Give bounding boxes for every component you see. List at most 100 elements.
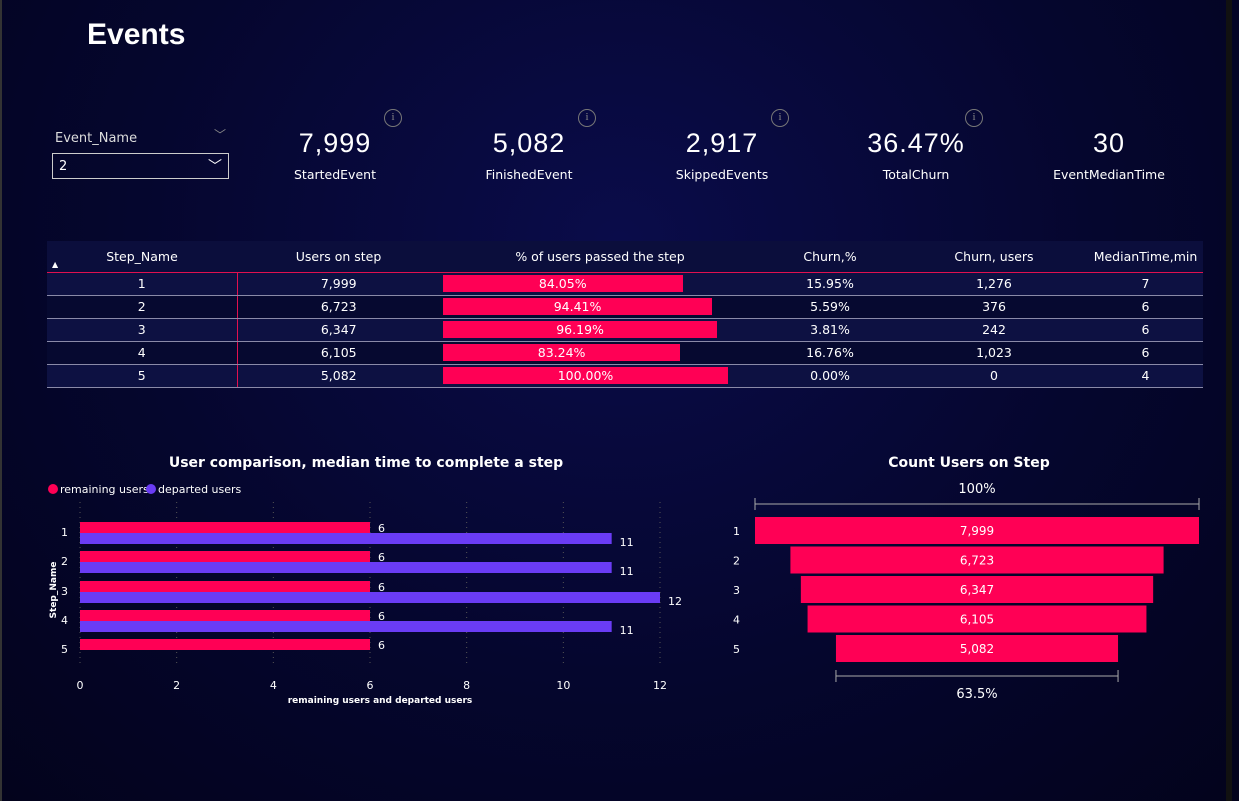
- column-header[interactable]: % of users passed the step: [440, 241, 760, 273]
- table-cell: 0: [900, 364, 1088, 388]
- percent-bar: 94.41%: [443, 298, 713, 315]
- chevron-down-icon[interactable]: ﹀: [214, 128, 227, 142]
- percent-bar: 84.05%: [443, 275, 683, 292]
- data-label: 12: [668, 595, 682, 608]
- funnel-bar: [835, 635, 1119, 662]
- kpi-label: FinishedEvent: [485, 167, 573, 182]
- table-cell: 15.95%: [760, 272, 900, 296]
- table-row[interactable]: 2 6,723 94.41% 5.59% 376 6: [47, 295, 1203, 319]
- funnel-value: 6,723: [960, 554, 994, 568]
- dropdown-value: 2: [59, 159, 68, 174]
- table-cell: 6: [1088, 295, 1203, 319]
- y-tick-label: 2: [61, 555, 68, 568]
- info-icon[interactable]: i: [384, 109, 402, 127]
- percent-bar: 83.24%: [443, 344, 681, 361]
- bar-remaining-users: [80, 551, 370, 562]
- event-name-dropdown[interactable]: 2 ﹀: [52, 153, 229, 179]
- column-header[interactable]: MedianTime,min: [1088, 241, 1203, 273]
- table-cell: 5: [47, 364, 238, 388]
- kpi-label: TotalChurn: [882, 167, 950, 182]
- table-cell: 5,082: [237, 364, 440, 388]
- table-cell: 7: [1088, 272, 1203, 296]
- table-cell: 0.00%: [760, 364, 900, 388]
- table-cell: 242: [900, 318, 1088, 342]
- legend-label: remaining users: [60, 483, 149, 496]
- sort-ascending-icon[interactable]: ▲: [52, 259, 59, 269]
- percent-bar: 96.19%: [443, 321, 718, 338]
- column-header[interactable]: Churn, users: [900, 241, 1088, 273]
- table-cell: 16.76%: [760, 341, 900, 365]
- table-cell: 1: [47, 272, 238, 296]
- header-label: Churn, users: [954, 248, 1034, 264]
- table-cell: 6,105: [237, 341, 440, 365]
- table-row[interactable]: 3 6,347 96.19% 3.81% 242 6: [47, 318, 1203, 342]
- column-header[interactable]: Users on step: [237, 241, 440, 273]
- table-cell: 3: [47, 318, 238, 342]
- table-cell: 3.81%: [760, 318, 900, 342]
- table-cell: 376: [900, 295, 1088, 319]
- data-label: 6: [378, 610, 385, 623]
- table-row[interactable]: 5 5,082 100.00% 0.00% 0 4: [47, 364, 1203, 388]
- kpi-card: 36.47% TotalChurn: [821, 128, 1011, 182]
- kpi-label: StartedEvent: [294, 167, 376, 182]
- table-cell: 84.05%: [440, 272, 760, 296]
- x-tick-label: 2: [173, 679, 180, 692]
- funnel-bottom-percent: 63.5%: [956, 687, 997, 702]
- funnel-bottom-bracket: [835, 670, 1119, 682]
- table-cell: 6,723: [237, 295, 440, 319]
- kpi-value: 2,917: [685, 128, 759, 158]
- funnel-value: 5,082: [960, 642, 994, 656]
- x-tick-label: 4: [270, 679, 277, 692]
- table-row[interactable]: 1 7,999 84.05% 15.95% 1,276 7: [47, 272, 1203, 296]
- table-row[interactable]: 4 6,105 83.24% 16.76% 1,023 6: [47, 341, 1203, 365]
- legend-marker: [146, 484, 156, 494]
- funnel-category: 1: [733, 525, 740, 538]
- funnel-value: 7,999: [960, 524, 994, 538]
- chevron-down-icon: ﹀: [208, 159, 222, 175]
- kpi-label: EventMedianTime: [1053, 167, 1165, 182]
- kpi-label: SkippedEvents: [675, 167, 769, 182]
- kpi-value: 36.47%: [867, 128, 965, 158]
- y-tick-label: 3: [61, 585, 68, 598]
- page-title: Events: [87, 18, 186, 51]
- bar-remaining-users: [80, 581, 370, 592]
- bar-remaining-users: [80, 522, 370, 533]
- data-label: 6: [378, 522, 385, 535]
- header-label: % of users passed the step: [515, 248, 685, 264]
- funnel-bar: [800, 576, 1154, 603]
- x-tick-label: 8: [463, 679, 470, 692]
- x-tick-label: 0: [77, 679, 84, 692]
- y-tick-label: 1: [61, 526, 68, 539]
- table-cell: 7,999: [237, 272, 440, 296]
- column-header[interactable]: Churn,%: [760, 241, 900, 273]
- column-header[interactable]: Step_Name ▲: [47, 241, 237, 273]
- info-icon[interactable]: i: [578, 109, 596, 127]
- bar-departed-users: [80, 592, 660, 603]
- kpi-value: 5,082: [492, 128, 566, 158]
- data-label: 11: [620, 536, 634, 549]
- table-cell: 4: [1088, 364, 1203, 388]
- funnel-top-percent: 100%: [958, 482, 995, 497]
- bar-departed-users: [80, 621, 612, 632]
- slicer-label: Event_Name: [55, 131, 138, 146]
- table-cell: 2: [47, 295, 238, 319]
- table-cell: 6,347: [237, 318, 440, 342]
- table-cell: 6: [1088, 341, 1203, 365]
- bar-remaining-users: [80, 639, 370, 650]
- funnel-category: 2: [733, 555, 740, 568]
- kpi-card: 5,082 FinishedEvent: [434, 128, 624, 182]
- table-cell: 100.00%: [440, 364, 760, 388]
- median-time-chart: User comparison, median time to complete…: [48, 455, 682, 706]
- info-icon[interactable]: i: [771, 109, 789, 127]
- data-label: 6: [378, 581, 385, 594]
- funnel-category: 3: [733, 584, 740, 597]
- y-tick-label: 4: [61, 614, 68, 627]
- percent-bar: 100.00%: [443, 367, 728, 384]
- funnel-bar: [807, 605, 1147, 633]
- funnel-category: 5: [733, 643, 740, 656]
- bar-departed-users: [80, 562, 612, 573]
- funnel-category: 4: [733, 614, 740, 627]
- info-icon[interactable]: i: [965, 109, 983, 127]
- table-cell: 1,023: [900, 341, 1088, 365]
